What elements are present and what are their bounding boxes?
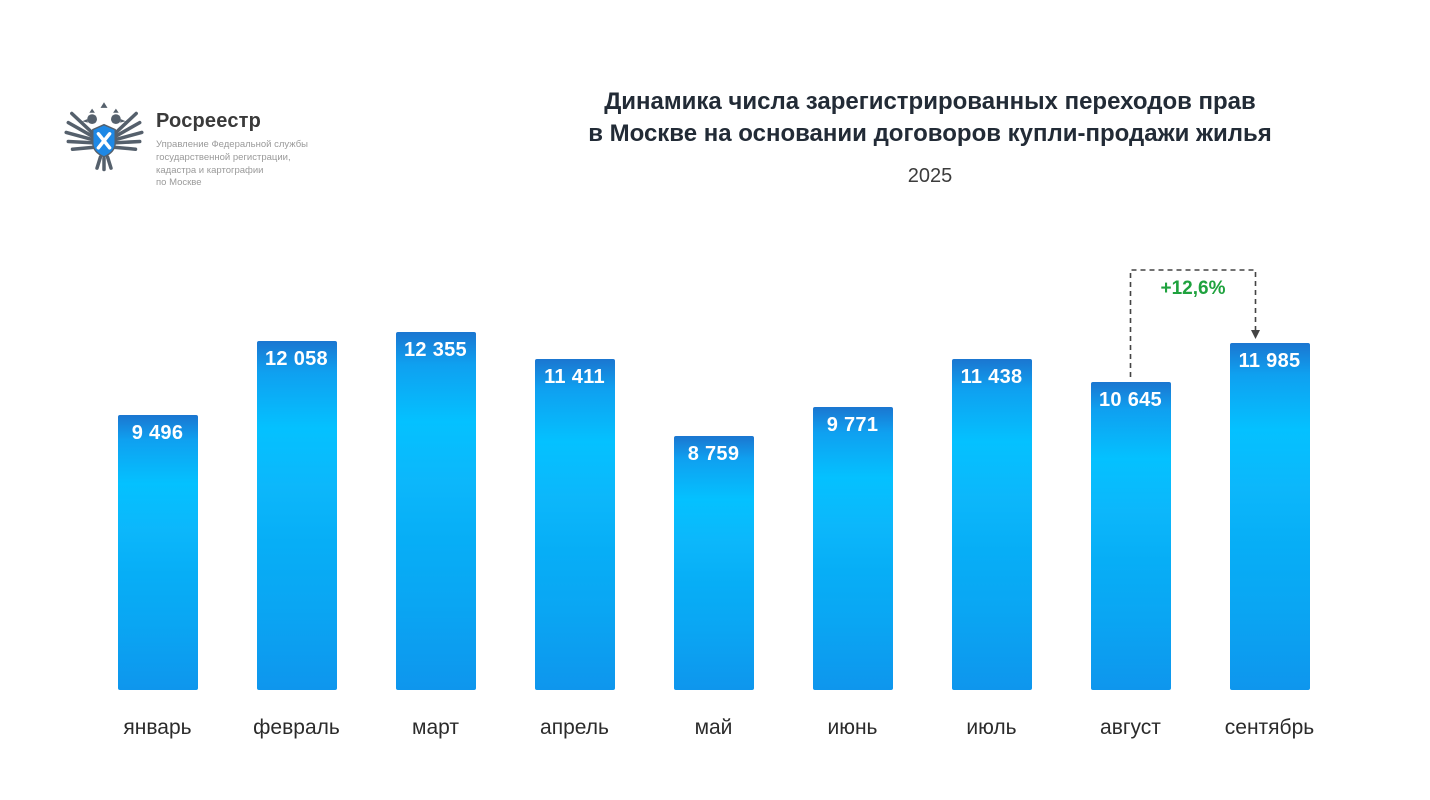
growth-percent-label: +12,6% [1160, 278, 1226, 299]
chart-title-block: Динамика числа зарегистрированных перехо… [430, 86, 1430, 188]
bar-value-label: 9 771 [826, 414, 879, 436]
month-label: апрель [540, 716, 609, 739]
bar-сентябрь: 11 985 [1229, 343, 1310, 690]
bar-февраль: 12 058 [256, 341, 337, 690]
bar-value-label: 12 355 [404, 339, 467, 361]
bar-value-label: 8 759 [687, 443, 740, 465]
rosreestr-logo-block: Росреестр Управление Федеральной службы … [62, 92, 308, 190]
bar-value-label: 11 411 [544, 366, 605, 388]
bar-май: 8 759 [673, 436, 754, 690]
chart-year-subtitle: 2025 [907, 164, 953, 187]
month-label: август [1100, 716, 1161, 739]
logo-org-line: государственной регистрации, [156, 151, 291, 163]
bar-value-label: 11 985 [1238, 350, 1301, 372]
bar-value-label: 12 058 [265, 348, 328, 370]
bar-chart: 9 496 январь 12 058 февраль 12 355 март 11 411… [0, 250, 1430, 750]
bar-январь: 9 496 [117, 415, 198, 690]
bar-август: 10 645 [1090, 382, 1171, 690]
logo-org-line: кадастра и картографии [156, 164, 264, 176]
bar-июль: 11 438 [951, 359, 1032, 690]
bar-март: 12 355 [395, 332, 476, 690]
month-label: март [412, 716, 459, 739]
bar-value-label: 10 645 [1099, 389, 1162, 411]
logo-text: Росреестр Управление Федеральной службы … [156, 92, 308, 190]
bars-container: 9 496 январь 12 058 февраль 12 355 март 11 411… [0, 250, 1430, 750]
month-label: май [694, 716, 733, 739]
month-label: январь [123, 716, 192, 739]
bar-апрель: 11 411 [534, 359, 615, 690]
bar-июнь: 9 771 [812, 407, 893, 690]
logo-org-description: Управление Федеральной службы государств… [156, 139, 308, 190]
chart-title-line-1: Динамика числа зарегистрированных перехо… [604, 88, 1256, 115]
bar-value-label: 11 438 [960, 366, 1023, 388]
logo-org-line: по Москве [156, 177, 202, 189]
month-label: сентябрь [1224, 716, 1315, 739]
month-label: февраль [253, 716, 340, 739]
month-label: июль [966, 716, 1017, 739]
double-eagle-emblem-icon [64, 102, 144, 172]
bar-value-label: 9 496 [131, 422, 184, 444]
logo-org-line: Управление Федеральной службы [156, 139, 308, 150]
month-label: июнь [827, 716, 878, 739]
logo-org-name: Росреестр [156, 110, 262, 132]
chart-title-line-2: в Москве на основании договоров купли-пр… [588, 120, 1272, 148]
